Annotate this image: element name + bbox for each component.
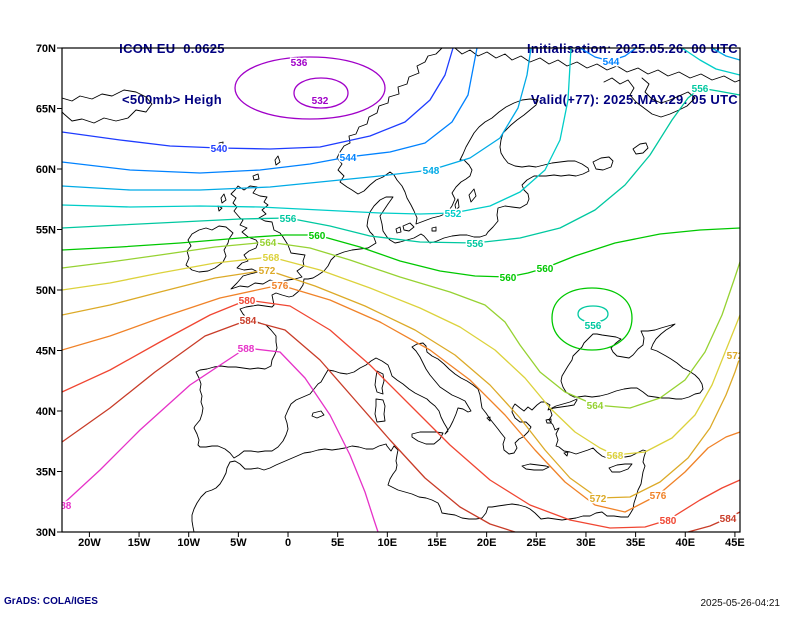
lon-axis-label: 20W [78, 537, 101, 549]
grads-credit: GrADS: COLA/IGES [4, 596, 98, 607]
lon-axis-label: 5E [331, 537, 344, 549]
contour-label: 560 [537, 264, 554, 275]
lat-axis-label: 30N [36, 527, 56, 539]
contour-label: 544 [340, 153, 357, 164]
creation-timestamp: 2025-05-26-04:21 [700, 598, 780, 609]
contour-560 [62, 227, 740, 278]
coast-white-sea [603, 77, 696, 118]
lon-axis-label: 25E [527, 537, 547, 549]
contour-label: 572 [727, 351, 744, 362]
contour-556 [62, 87, 740, 244]
lat-axis-label: 50N [36, 285, 56, 297]
coast-europe-mainland [193, 48, 590, 459]
contour-label: 532 [312, 96, 329, 107]
contour-568 [62, 256, 740, 456]
lon-axis-label: 20E [477, 537, 497, 549]
lat-axis-label: 70N [36, 43, 56, 55]
contour-label: 588 [238, 344, 255, 355]
valid-time: Valid(+77): 2025.MAY.29. 05 UTC [530, 92, 738, 107]
lon-axis-label: 40E [675, 537, 695, 549]
contour-labels: 536 532 540 544 544 548 552 556 556 556 556 560 560 5… [55, 56, 744, 529]
contour-532-closed [293, 77, 349, 109]
contour-548-corner [711, 48, 740, 61]
lon-axis-label: 30E [576, 537, 596, 549]
axis-labels: 70N 65N 60N 55N 50N 45N 40N 35N 30N 20W 15W 10W 5W 0 5… [36, 43, 745, 549]
coast-barents [454, 48, 740, 83]
contour-536-closed [234, 56, 386, 120]
coast-small-islands-north [217, 141, 281, 212]
lat-axis-label: 35N [36, 467, 56, 479]
contour-label: 552 [445, 209, 462, 220]
contour-label: 568 [607, 451, 624, 462]
lat-axis-label: 45N [36, 346, 56, 358]
coast-iceland [62, 89, 153, 124]
contour-label: 540 [211, 144, 228, 155]
lon-axis-label: 15W [128, 537, 151, 549]
contour-label: 580 [660, 516, 677, 527]
lat-axis-label: 40N [36, 406, 56, 418]
contour-584-corner [687, 511, 740, 532]
contour-580 [62, 299, 740, 529]
contour-label: 560 [500, 273, 517, 284]
contour-540 [62, 48, 454, 150]
lon-axis-label: 5W [230, 537, 247, 549]
coast-anatolia-africa [191, 398, 647, 532]
contour-544-dip [579, 48, 637, 62]
contour-label: 556 [467, 239, 484, 250]
lon-axis-label: 10W [177, 537, 200, 549]
contour-label: 564 [587, 401, 604, 412]
contour-label: 556 [280, 214, 297, 225]
plot-frame [61, 47, 741, 533]
contour-label: 568 [263, 253, 280, 264]
contour-572 [62, 269, 740, 499]
header-left: ICON EU 0.0625 <500mb> Heigh [62, 6, 282, 142]
contour-label: 584 [720, 514, 737, 525]
contour-564 [62, 241, 740, 409]
contour-label: 556 [585, 321, 602, 332]
coast-lakes [592, 142, 649, 171]
contour-588 [62, 347, 379, 532]
lon-axis-label: 0 [285, 537, 291, 549]
lon-axis-label: 45E [725, 537, 745, 549]
model-title: ICON EU 0.0625 [119, 41, 225, 56]
lat-axis-label: 55N [36, 225, 56, 237]
contour-label: 580 [239, 296, 256, 307]
contour-label: 588 [55, 501, 72, 512]
coast-ireland [185, 225, 234, 273]
contour-label: 564 [260, 238, 277, 249]
contour-label: 572 [259, 266, 276, 277]
contour-label: 576 [650, 491, 667, 502]
lon-axis-label: 10E [378, 537, 398, 549]
coast-baltic-islands [395, 188, 477, 234]
contour-556-cutoff [577, 305, 609, 323]
contour-label: 536 [291, 58, 308, 69]
contour-560-ring [551, 287, 633, 351]
lon-axis-label: 35E [626, 537, 646, 549]
contour-552-corner [681, 48, 740, 76]
contour-label: 544 [603, 57, 620, 68]
contour-label: 584 [240, 316, 257, 327]
coast-med-islands [311, 370, 633, 473]
contour-548 [62, 48, 532, 191]
field-title: <500mb> Heigh [122, 92, 222, 107]
contour-label: 560 [309, 231, 326, 242]
contour-lines [62, 48, 740, 532]
contour-label: 548 [423, 166, 440, 177]
lat-axis-label: 60N [36, 164, 56, 176]
coast-black-sea [560, 323, 704, 400]
contour-label: 556 [692, 84, 709, 95]
contour-544 [62, 48, 478, 174]
contour-576 [62, 284, 740, 513]
contour-label: 576 [272, 281, 289, 292]
lon-axis-label: 15E [427, 537, 447, 549]
coastlines [62, 48, 740, 532]
contour-label: 572 [590, 494, 607, 505]
axis-ticks [57, 47, 736, 537]
coast-britain [230, 185, 306, 290]
contour-584 [62, 319, 516, 532]
lat-axis-label: 65N [36, 104, 56, 116]
contour-552 [62, 48, 572, 215]
